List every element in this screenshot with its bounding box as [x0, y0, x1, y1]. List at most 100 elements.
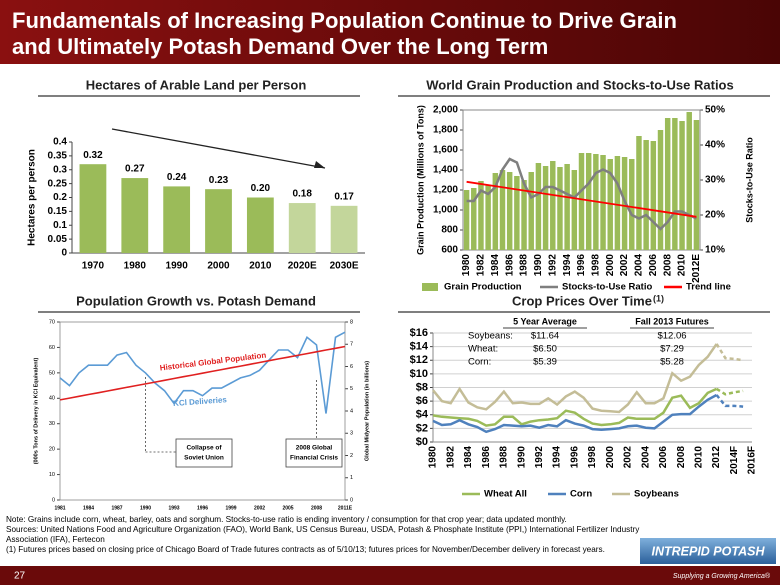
y-tick-label: 20: [49, 447, 55, 453]
table-cell: Wheat:: [468, 344, 498, 355]
x-tick-label: 1998: [591, 254, 602, 277]
table-header: Fall 2013 Futures: [635, 316, 709, 326]
x-tick-label: 1993: [168, 505, 179, 511]
bar: [121, 178, 149, 253]
y-tick-label: $2: [416, 422, 428, 434]
bar: [542, 166, 549, 250]
x-tick-label: 1992: [547, 254, 558, 277]
chart-title: Hectares of Arable Land per Person: [86, 77, 307, 92]
y2-tick-label: 5: [350, 386, 353, 392]
y-tick-label: 70: [49, 319, 55, 325]
x-tick-label: 1999: [225, 505, 236, 511]
y2-tick-label: 40%: [705, 140, 725, 151]
x-tick-label: 2008: [311, 505, 322, 511]
x-tick-label: 1996: [576, 254, 587, 277]
table-header: 5 Year Average: [513, 316, 577, 326]
x-tick-label: 1994: [562, 254, 573, 277]
line: [59, 331, 346, 414]
y2-tick-label: 50%: [705, 105, 725, 116]
x-tick-label: 1987: [111, 505, 122, 511]
y2-tick-label: 4: [350, 408, 353, 414]
x-tick-label: 1994: [552, 446, 563, 469]
bar: [163, 186, 191, 253]
bar: [664, 118, 671, 250]
y2-tick-label: 3: [350, 431, 353, 437]
x-tick-label: 1998: [587, 446, 598, 469]
y2-tick-label: 6: [350, 364, 353, 370]
y2-tick-label: 10%: [705, 245, 725, 256]
y-tick-label: 40: [49, 396, 55, 402]
plot-frame: [59, 321, 346, 501]
x-tick-label: 1996: [197, 505, 208, 511]
y-tick-label: 0.3: [53, 164, 67, 175]
trend-arrow: [111, 128, 326, 169]
y-tick-label: 0.4: [53, 137, 67, 148]
y-tick-label: 1,000: [433, 205, 458, 216]
bar: [636, 136, 642, 250]
y-axis-label: Grain Production (Millions of Tons): [415, 105, 425, 255]
x-tick-label: 1988: [499, 446, 510, 469]
x-tick-label: 2014F: [729, 446, 740, 474]
y-tick-label: 0.05: [48, 234, 68, 245]
chart-title: Population Growth vs. Potash Demand: [76, 293, 316, 308]
table-cell: $7.29: [660, 344, 684, 355]
legend-label: Wheat All: [484, 489, 527, 500]
annotation: 2008 Global: [296, 445, 333, 452]
table-cell: $5.39: [533, 357, 557, 368]
legend-label: Soybeans: [634, 489, 679, 500]
x-tick-label: 1988: [519, 254, 530, 277]
bar: [571, 170, 578, 250]
y-tick-label: $10: [410, 368, 428, 380]
x-tick-label: 1980: [461, 254, 472, 277]
y-tick-label: 1,600: [433, 145, 458, 156]
y-tick-label: 1,800: [433, 125, 458, 136]
footer-band: [0, 566, 780, 585]
value-label: 0.17: [334, 191, 354, 202]
value-label: 0.23: [209, 175, 229, 186]
bar: [521, 180, 527, 250]
notes: Note: Grains include corn, wheat, barley…: [6, 515, 646, 555]
series-label: Historical Global Population: [159, 351, 267, 373]
bar: [693, 120, 700, 250]
bar: [564, 164, 570, 250]
line: [466, 157, 697, 231]
y-tick-label: $16: [410, 327, 428, 339]
annotation: Soviet Union: [184, 455, 224, 462]
table-cell: Soybeans:: [468, 331, 513, 342]
bar: [79, 164, 107, 253]
x-tick-label: 1996: [569, 446, 580, 469]
x-tick-label: 2000: [605, 254, 616, 277]
y-tick-label: 0: [61, 248, 67, 259]
y-axis-label: (000s Tons of Delivery in KCl Equivalent…: [33, 358, 39, 465]
bar: [205, 189, 232, 253]
bar: [672, 118, 678, 250]
x-tick-label: 2030E: [330, 261, 359, 272]
chart-title-note: (1): [653, 293, 664, 303]
legend-label: Trend line: [686, 282, 731, 293]
x-tick-label: 2008: [662, 254, 673, 277]
bar: [471, 188, 477, 250]
y-tick-label: 1,400: [433, 165, 458, 176]
table-cell: $6.50: [533, 344, 557, 355]
tagline: Supplying a Growing America®: [673, 572, 771, 580]
footnote: (1) Futures prices based on closing pric…: [6, 545, 605, 554]
x-tick-label: 1984: [463, 446, 474, 469]
y-tick-label: 0.25: [48, 178, 68, 189]
x-tick-label: 2005: [282, 505, 293, 511]
bar: [499, 170, 506, 250]
line: [59, 345, 346, 401]
bar: [686, 112, 692, 250]
line-forecast: [715, 387, 744, 396]
x-tick-label: 1980: [124, 261, 147, 272]
logo-box: [640, 538, 776, 564]
x-tick-label: 2006: [648, 254, 659, 277]
annotation: Collapse of: [186, 445, 222, 452]
x-tick-label: 2002: [254, 505, 265, 511]
legend-swatch: [422, 283, 438, 291]
x-tick-label: 1990: [533, 254, 544, 277]
x-tick-label: 2000: [207, 261, 230, 272]
x-tick-label: 2004: [634, 254, 645, 277]
x-tick-label: 1984: [490, 254, 501, 277]
y-tick-label: $8: [416, 381, 428, 393]
x-tick-label: 2006: [658, 446, 669, 469]
